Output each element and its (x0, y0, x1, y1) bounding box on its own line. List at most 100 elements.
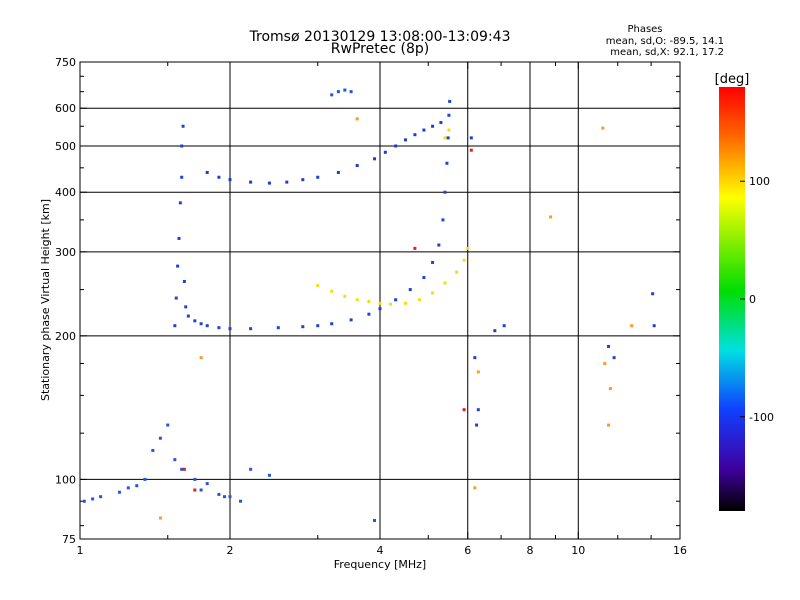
data-point (601, 126, 605, 130)
data-point (343, 294, 347, 298)
data-point (349, 318, 353, 322)
data-point (239, 499, 243, 503)
data-point (355, 117, 359, 121)
data-point (652, 324, 656, 328)
x-tick-label: 1 (77, 544, 84, 557)
data-point (336, 90, 340, 94)
data-point (316, 175, 320, 179)
data-point (117, 490, 121, 494)
data-point (355, 298, 359, 302)
data-point (205, 324, 209, 328)
data-point (276, 326, 280, 330)
data-point (143, 477, 147, 481)
data-point (473, 486, 477, 490)
data-point (267, 473, 271, 477)
data-point (607, 344, 611, 348)
data-point (469, 136, 473, 140)
data-point (193, 477, 197, 481)
data-point (493, 329, 497, 333)
data-point (316, 324, 320, 328)
data-point (343, 88, 347, 92)
data-point (223, 495, 227, 499)
x-tick-label: 16 (673, 544, 687, 557)
data-point (135, 484, 139, 488)
data-point (151, 448, 155, 452)
data-point (448, 99, 452, 103)
data-point (439, 121, 443, 125)
data-point (612, 356, 616, 360)
data-point (408, 288, 412, 292)
data-point (367, 300, 371, 304)
axis-ticks (79, 61, 681, 540)
y-tick-label: 300 (55, 246, 76, 259)
data-point (462, 408, 466, 412)
y-tick-label: 400 (55, 186, 76, 199)
colorbar-tick-label: 100 (749, 175, 770, 188)
data-point (285, 180, 289, 184)
data-point (193, 488, 197, 492)
colorbar-tick-label: -100 (749, 411, 774, 424)
data-point (316, 283, 320, 287)
data-point (267, 181, 271, 185)
data-point (173, 458, 177, 462)
y-tick-label: 600 (55, 102, 76, 115)
data-point (91, 497, 95, 501)
data-point (549, 215, 553, 219)
data-point (181, 124, 185, 128)
data-point (205, 482, 209, 486)
data-point (431, 291, 435, 295)
y-tick-labels: 75 100 200 300 400 500 600 750 (55, 56, 76, 546)
data-point (180, 467, 184, 471)
data-point (437, 243, 441, 247)
y-axis-label: Stationary phase Virtual Height [km] (39, 199, 52, 401)
data-point (249, 467, 253, 471)
data-point (443, 190, 447, 194)
data-point (205, 170, 209, 174)
data-point (403, 138, 407, 142)
y-tick-label: 100 (55, 473, 76, 486)
data-point (462, 258, 466, 262)
data-point (336, 170, 340, 174)
chart-title: Tromsø 20130129 13:08:00-13:09:43 (249, 29, 511, 45)
data-point (249, 327, 253, 331)
colorbar-tick-label: 0 (749, 293, 756, 306)
data-point (466, 246, 470, 250)
x-tick-labels: 1 2 4 6 8 10 16 (77, 544, 688, 557)
data-point (431, 124, 435, 128)
data-point (413, 133, 417, 137)
data-point (367, 312, 371, 316)
phases-line-x: mean, sd,X: 92.1, 17.2 (610, 47, 724, 58)
data-point (158, 516, 162, 520)
data-point (431, 260, 435, 264)
data-point (126, 486, 130, 490)
data-point (330, 289, 334, 293)
x-axis-label: Frequency [MHz] (334, 558, 426, 571)
data-point (349, 90, 353, 94)
data-point (445, 161, 449, 165)
data-point (608, 387, 612, 391)
data-point (447, 113, 451, 117)
data-point (99, 495, 103, 499)
phases-title: Phases (627, 24, 662, 35)
data-point (228, 495, 232, 499)
y-tick-label: 500 (55, 140, 76, 153)
data-point (174, 296, 178, 300)
data-point (603, 361, 607, 365)
data-point (502, 324, 506, 328)
data-point (173, 324, 177, 328)
x-tick-label: 4 (377, 544, 384, 557)
data-point (176, 264, 180, 268)
data-point (443, 136, 447, 140)
phases-line-o: mean, sd,O: -89.5, 14.1 (606, 36, 724, 47)
data-point (166, 423, 170, 427)
data-point (182, 467, 186, 471)
data-point (180, 144, 184, 148)
data-point (469, 148, 473, 152)
data-point (228, 327, 232, 331)
data-point (193, 319, 197, 323)
data-point (330, 93, 334, 97)
data-point (607, 423, 611, 427)
data-point (455, 270, 459, 274)
data-point (651, 292, 655, 296)
